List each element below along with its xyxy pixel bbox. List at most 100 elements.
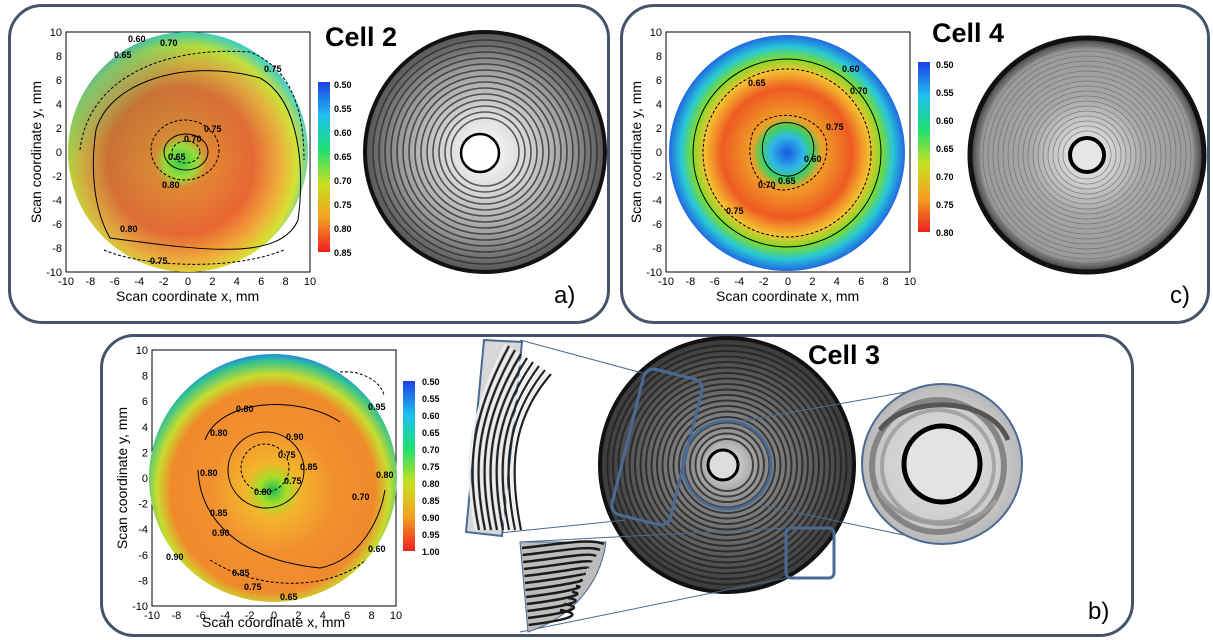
inset-fringe [495,361,534,531]
panel-a-colorbar: 0.50 0.55 0.60 0.65 0.70 0.75 0.80 0.85 [318,80,352,258]
fringe-ring [628,366,826,564]
panel-b-zoom-region-left [610,367,704,527]
panel-c-heatmap [669,35,905,271]
fringe-ring [656,394,798,536]
fringe-ring [1042,110,1132,200]
panel-c-letter: c) [1170,282,1190,309]
panel-a-y-tick: 8 [56,51,62,63]
panel-b-contour-label: 0.95 [368,402,386,412]
panel-a [8,4,610,324]
panel-a-heatmap-edge [68,32,308,272]
inset-fringe [474,347,513,531]
panel-c-x-tick: -8 [686,276,696,288]
panel-b-contour-label: 0.80 [254,487,272,497]
inset-fringe [492,359,531,531]
panel-a-colorbar-tick: 0.75 [334,200,352,210]
panel-c-contour-plot: 0.65 0.60 0.70 0.60 0.75 0.70 0.65 0.75 [665,31,911,273]
panel-b-contour-plot: 0.95 0.80 0.80 0.90 0.75 0.85 0.80 0.75 … [149,349,397,607]
panel-b-y-tick: 4 [142,422,148,434]
panel-c-colorbar-tick: 0.80 [936,228,954,238]
panel-a-colorbar-tick: 0.85 [334,248,352,258]
panel-b-contour-label: 0.75 [284,476,302,486]
panel-c-contour-label: 0.65 [748,78,766,88]
panel-b-zoom-inset-bottom [519,540,607,633]
panel-a-colorbar-tick: 0.50 [334,80,352,90]
panel-a-contour-label: 0.75 [264,64,282,74]
panel-a-y-tick: 0 [56,147,62,159]
panel-b-x-tick: -2 [245,610,255,622]
panel-b-y-tick: -6 [138,550,148,562]
panel-b-colorbar-tick: 0.55 [422,394,440,404]
fringe-ring [426,93,544,211]
panel-c-x-tick: 4 [834,276,840,288]
fringe-ring [396,63,574,241]
connector-line [519,577,787,633]
panel-a-y-tick: -6 [52,219,62,231]
panel-a-x-tick: -6 [110,276,120,288]
panel-b-x-tick: -6 [196,610,206,622]
inset-fringe [523,559,594,571]
fringe-ring [612,350,842,580]
panel-a-y-tick: 10 [50,27,62,39]
inset-fringe [477,349,516,531]
fringe-ring [992,60,1182,250]
fringe-ring [1057,125,1117,185]
inset-fringe [522,546,601,557]
inset-fringe [498,363,537,531]
fringe-ring [1062,130,1112,180]
panel-c-y-tick: 8 [656,51,662,63]
panel-a-fringe-rings [372,39,598,265]
panel-c-y-tick: -6 [652,219,662,231]
panel-b-zoom-region-bottom [784,526,836,580]
panel-a-contour-label: 0.75 [204,124,222,134]
panel-b-x-tick: 8 [369,610,375,622]
panel-c-colorbar-tick: 0.50 [936,60,954,70]
panel-b-contour-label: 0.90 [166,552,184,562]
panel-c-contour-label: 0.70 [850,86,868,96]
panel-b-colorbar-tick: 0.50 [422,377,440,387]
inset-left-fringes [468,343,552,531]
inset-fringe [523,553,597,564]
inset-fringe [525,578,584,592]
inset-right-center-hole [901,423,983,505]
panel-a-contour-label: 0.70 [184,134,202,144]
panel-b-x-tick: -8 [172,610,182,622]
panel-a-contour [79,50,305,161]
fringe-ring [606,344,848,586]
inset-fringe [486,355,525,531]
panel-c-photo [967,35,1207,275]
fringe-ring [639,377,815,553]
panel-b-contour-label: 0.75 [244,582,262,592]
panel-c [620,4,1210,324]
panel-b-heatmap [149,354,397,602]
panel-b-y-tick: 2 [142,447,148,459]
panel-c-disc-rim [967,35,1207,275]
panel-b-colorbar: 0.50 0.55 0.60 0.65 0.70 0.75 0.80 0.85 … [403,377,440,557]
connector-line [519,339,647,375]
panel-b-x-tick: 0 [271,610,277,622]
panel-b-contour [209,559,367,584]
panel-c-colorbar: 0.50 0.55 0.60 0.65 0.70 0.75 0.80 [918,60,954,238]
axis-ticks: -10 -8 -6 -4 -2 0 2 4 6 8 101086420-2-4-6-8-10-10-… [46,27,916,622]
panel-a-y-tick: 6 [56,75,62,87]
panel-a-x-axis-label: Scan coordinate x, mm [116,288,260,304]
panel-a-contour [150,119,220,181]
panel-a-y-tick: -4 [52,195,62,207]
fringe-ring [1027,95,1147,215]
fringe-ring [623,361,831,569]
fringe-ring [384,51,586,253]
panel-b-contour-label: 0.75 [278,450,296,460]
panel-b-colorbar-ramp [403,381,415,551]
panel-c-colorbar-tick: 0.75 [936,200,954,210]
panel-a-contour [163,133,209,171]
panel-a-colorbar-ramp [318,82,330,252]
panel-a-y-tick: 2 [56,123,62,135]
fringe-ring [1052,120,1122,190]
panel-a-photo [363,30,607,274]
panel-c-colorbar-tick: 0.70 [936,172,954,182]
fringe-ring [977,45,1197,265]
fringe-ring [1022,90,1152,220]
panel-a-contour [103,249,285,265]
panel-b-colorbar-tick: 0.75 [422,462,440,472]
